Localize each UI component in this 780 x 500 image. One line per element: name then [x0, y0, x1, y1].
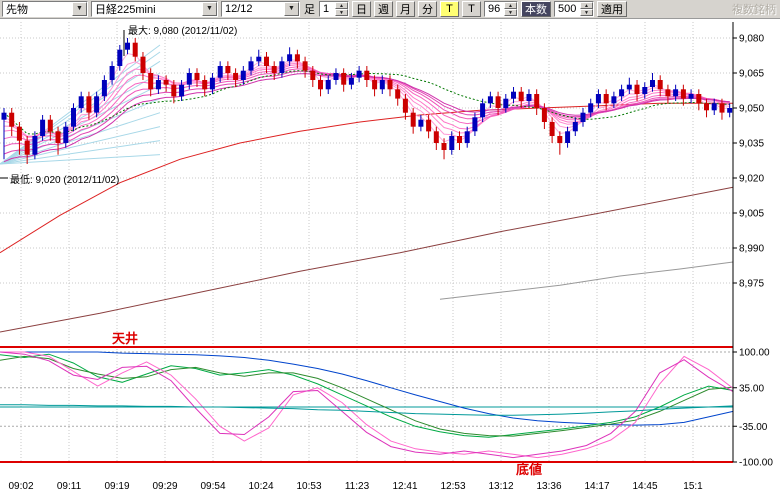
svg-text:09:11: 09:11 [57, 481, 82, 492]
instrument-select[interactable]: 先物 ▼ [2, 1, 88, 17]
svg-text:100.00: 100.00 [739, 348, 770, 359]
chevron-down-icon[interactable]: ▼ [284, 2, 299, 16]
svg-text:9,065: 9,065 [739, 68, 764, 79]
month-button[interactable]: 月 [396, 1, 415, 17]
svg-text:9,020: 9,020 [739, 173, 764, 184]
svg-text:14:45: 14:45 [632, 481, 657, 492]
chevron-down-icon[interactable]: ▼ [202, 2, 217, 16]
apply-button[interactable]: 適用 [597, 1, 627, 17]
svg-text:10:24: 10:24 [248, 481, 273, 492]
svg-text:最低: 9,020 (2012/11/02): 最低: 9,020 (2012/11/02) [10, 173, 119, 186]
chevron-down-icon[interactable]: ▼ [72, 2, 87, 16]
svg-text:9,080: 9,080 [739, 34, 764, 45]
interval-value: 1 [323, 3, 330, 15]
contract-month-value: 12/12 [225, 3, 253, 15]
svg-text:10:53: 10:53 [296, 481, 321, 492]
svg-text:12:53: 12:53 [440, 481, 465, 492]
svg-text:底値: 底値 [516, 462, 542, 477]
svg-text:8,975: 8,975 [739, 278, 764, 289]
ashi-label: 足 [304, 4, 315, 16]
svg-text:09:29: 09:29 [152, 481, 177, 492]
spinner-arrows-icon[interactable]: ▲ ▼ [580, 2, 593, 16]
svg-text:09:02: 09:02 [8, 481, 33, 492]
spinner-arrows-icon[interactable]: ▲ ▼ [335, 2, 348, 16]
svg-text:09:54: 09:54 [200, 481, 225, 492]
honsu-button[interactable]: 本数 [521, 1, 551, 17]
week-button[interactable]: 週 [374, 1, 393, 17]
symbol-value: 日経225mini [95, 4, 156, 16]
svg-text:14:17: 14:17 [584, 481, 609, 492]
bars-value: 500 [558, 3, 577, 15]
svg-text:13:36: 13:36 [536, 481, 561, 492]
symbol-select[interactable]: 日経225mini ▼ [91, 1, 218, 17]
svg-text:9,035: 9,035 [739, 138, 764, 149]
svg-text:13:12: 13:12 [488, 481, 513, 492]
svg-text:9,005: 9,005 [739, 208, 764, 219]
count-value: 96 [488, 3, 501, 15]
svg-text:15:1: 15:1 [683, 481, 703, 492]
toolbar: 先物 ▼ 日経225mini ▼ 12/12 ▼ 足 1 ▲ ▼ 日 週 月 分 … [0, 0, 780, 19]
tick-button[interactable]: T [462, 1, 481, 17]
svg-text:12:41: 12:41 [392, 481, 417, 492]
svg-text:11:23: 11:23 [345, 481, 370, 492]
instrument-value: 先物 [6, 4, 28, 16]
svg-text:最大: 9,080 (2012/11/02): 最大: 9,080 (2012/11/02) [128, 24, 237, 37]
interval-spinner[interactable]: 1 ▲ ▼ [319, 1, 349, 17]
svg-text:35.00: 35.00 [739, 383, 764, 394]
svg-text:-100.00: -100.00 [739, 458, 773, 469]
svg-text:9,050: 9,050 [739, 103, 764, 114]
bars-spinner[interactable]: 500 ▲ ▼ [554, 1, 594, 17]
count-spinner[interactable]: 96 ▲ ▼ [484, 1, 518, 17]
svg-text:8,990: 8,990 [739, 243, 764, 254]
minute-button[interactable]: 分 [418, 1, 437, 17]
multi-symbol-label: 複数銘柄 [732, 4, 776, 16]
contract-month-select[interactable]: 12/12 ▼ [221, 1, 300, 17]
spinner-arrows-icon[interactable]: ▲ ▼ [504, 2, 517, 16]
svg-text:09:19: 09:19 [104, 481, 129, 492]
day-button[interactable]: 日 [352, 1, 371, 17]
tick-yellow-button[interactable]: T [440, 1, 459, 17]
svg-text:天井: 天井 [112, 331, 138, 346]
svg-text:-35.00: -35.00 [739, 422, 768, 433]
